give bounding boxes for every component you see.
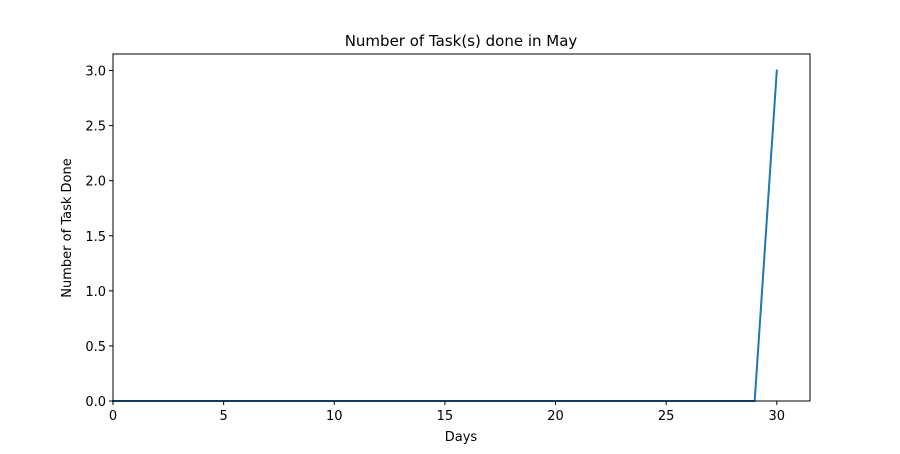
x-tick-label-3: 15	[437, 409, 454, 424]
y-tick-label-3: 1.5	[85, 230, 106, 245]
x-tick-label-0: 0	[109, 409, 117, 424]
y-tick-label-1: 0.5	[85, 340, 106, 355]
x-tick-label-5: 25	[658, 409, 675, 424]
y-tick-label-5: 2.5	[85, 120, 106, 135]
chart-title: Number of Task(s) done in May	[345, 32, 578, 50]
plot-area: 0 5 10 15 20 25 30 0.0 0.5 1.0 1.5 2.0 2.5 3.0	[85, 53, 811, 424]
y-tick-label-2: 1.0	[85, 285, 106, 300]
axes-frame	[112, 53, 811, 402]
x-tick-label-6: 30	[769, 409, 786, 424]
x-tick-label-1: 5	[219, 409, 227, 424]
y-tick-label-4: 2.0	[85, 175, 106, 190]
x-tick-label-4: 20	[547, 409, 564, 424]
y-tick-label-0: 0.0	[85, 395, 106, 410]
x-axis-label: Days	[445, 430, 478, 445]
y-tick-label-6: 3.0	[85, 65, 106, 80]
y-axis-label: Number of Task Done	[60, 158, 75, 297]
x-tick-label-2: 10	[326, 409, 343, 424]
series-line-0	[112, 69, 778, 402]
